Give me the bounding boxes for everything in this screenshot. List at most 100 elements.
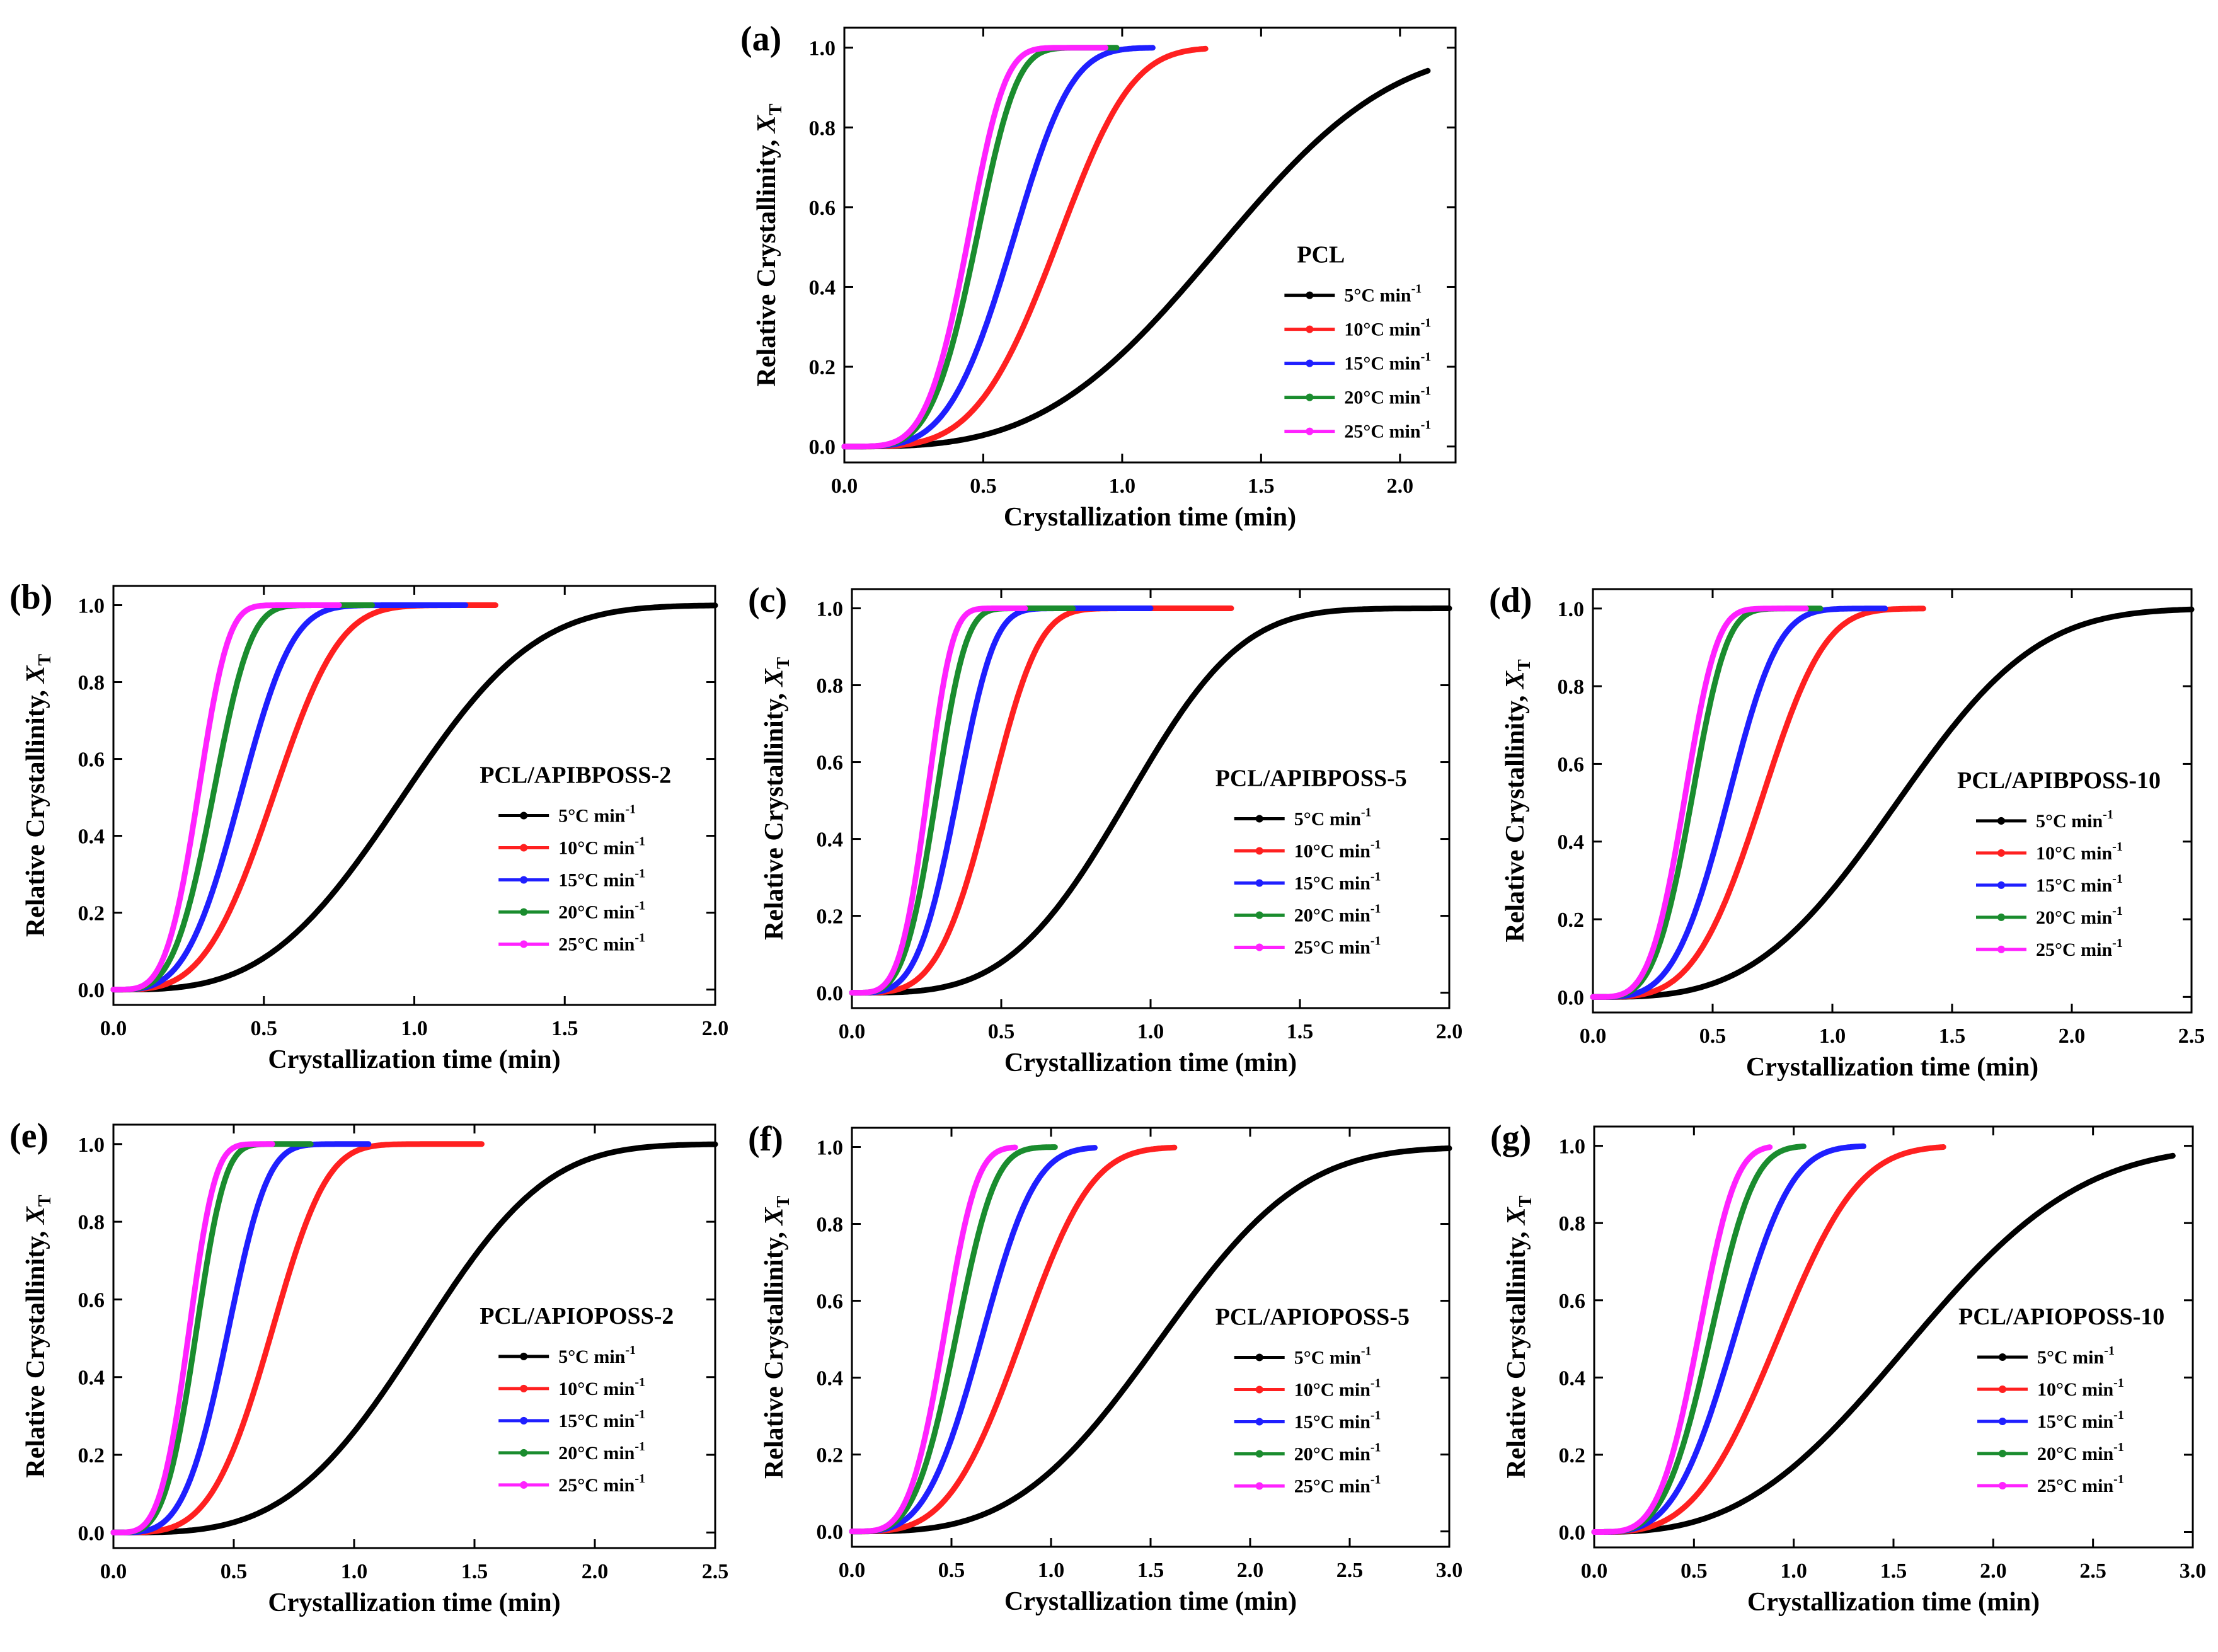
y-tick-label: 0.4 [817, 1367, 844, 1391]
y-tick-label: 0.8 [817, 675, 844, 698]
y-tick-label: 0.0 [809, 436, 836, 459]
legend-marker-3 [520, 876, 528, 884]
x-tick-label: 2.5 [1336, 1559, 1364, 1582]
legend-marker-1 [520, 1352, 528, 1360]
x-axis-title: Crystallization time (min) [1004, 1587, 1297, 1616]
y-axis-title: Relative Crystallinity, XT [1501, 659, 1534, 942]
x-tick-label: 2.0 [1436, 1020, 1463, 1043]
x-tick-label: 2.5 [702, 1560, 729, 1583]
series-line-3 [849, 605, 1154, 996]
x-tick-label: 0.5 [1699, 1024, 1727, 1048]
y-tick-label: 0.6 [817, 1290, 844, 1314]
x-tick-label: 0.5 [988, 1020, 1015, 1043]
legend-marker-5 [1306, 427, 1314, 435]
x-tick-label: 1.0 [1780, 1559, 1807, 1583]
x-tick-label: 0.0 [1580, 1024, 1607, 1048]
y-tick-label: 0.8 [78, 1211, 105, 1234]
legend-title: PCL [1297, 242, 1345, 268]
x-tick-label: 0.0 [1581, 1559, 1608, 1583]
x-axis-title: Crystallization time (min) [1746, 1053, 2038, 1082]
x-tick-label: 1.0 [341, 1560, 368, 1583]
x-axis-title: Crystallization time (min) [268, 1588, 560, 1617]
x-tick-label: 1.5 [1287, 1020, 1314, 1043]
legend-marker-5 [520, 1481, 528, 1489]
x-tick-label: 0.5 [221, 1560, 248, 1583]
panel-label: (f) [748, 1120, 783, 1159]
legend-label-1: 5°C min-1 [558, 803, 636, 827]
series-line-5 [1591, 1144, 1773, 1535]
y-tick-label: 0.4 [78, 825, 105, 849]
legend-label-2: 10°C min-1 [2037, 1376, 2124, 1400]
panel-label: (c) [748, 581, 787, 620]
series-line-3 [110, 1141, 372, 1535]
legend-marker-3 [520, 1416, 528, 1425]
x-tick-label: 3.0 [2180, 1559, 2207, 1583]
legend-title: PCL/APIBPOSS-10 [1957, 767, 2161, 794]
series-line-4 [841, 45, 1120, 450]
y-tick-label: 0.6 [78, 749, 105, 772]
series-line-1 [841, 67, 1431, 450]
legend-label-2: 10°C min-1 [2036, 840, 2123, 864]
legend-marker-1 [1997, 817, 2005, 825]
x-tick-label: 1.5 [1939, 1024, 1966, 1048]
x-tick-label: 2.5 [2178, 1024, 2205, 1048]
legend-label-1: 5°C min-1 [2036, 808, 2113, 832]
series-line-1 [849, 605, 1452, 996]
x-axis-title: Crystallization time (min) [1004, 1048, 1297, 1077]
y-tick-label: 0.4 [809, 276, 836, 299]
y-tick-label: 0.2 [78, 1444, 105, 1467]
series-line-1 [849, 1145, 1452, 1535]
chart-panel-e: 0.0 0.5 1.0 1.5 2.0 2.5 0.0 0.2 0.4 0.6 0.8 1.0 Crys… [9, 1116, 728, 1617]
series-line-2 [1590, 605, 1926, 1000]
x-axis-title: Crystallization time (min) [268, 1045, 560, 1074]
series-line-5 [841, 45, 1108, 450]
y-axis-title: Relative Crystallinity, XT [760, 657, 793, 940]
x-tick-label: 1.5 [551, 1017, 578, 1040]
legend-marker-2 [1255, 1385, 1263, 1394]
legend-label-2: 10°C min-1 [1344, 316, 1431, 340]
legend-title: PCL/APIOPOSS-5 [1215, 1304, 1410, 1331]
x-tick-label: 1.5 [1880, 1559, 1907, 1583]
y-tick-label: 0.2 [78, 902, 105, 926]
legend-marker-2 [520, 1384, 528, 1392]
series-line-3 [1590, 605, 1888, 1000]
x-tick-label: 0.5 [970, 474, 997, 498]
y-tick-label: 0.6 [817, 752, 844, 775]
y-axis-title: Relative Crystallinity, XT [760, 1196, 793, 1479]
legend-marker-4 [1999, 1449, 2006, 1457]
y-tick-label: 0.0 [1558, 986, 1585, 1009]
panel-label: (d) [1489, 581, 1532, 620]
series-line-2 [849, 605, 1234, 996]
legend-marker-5 [520, 940, 528, 948]
series-line-5 [849, 605, 1028, 996]
legend-marker-5 [1255, 943, 1263, 951]
legend-marker-4 [1306, 393, 1314, 401]
y-tick-label: 1.0 [1558, 598, 1585, 621]
x-axis-title: Crystallization time (min) [1004, 503, 1296, 532]
legend-marker-5 [1997, 945, 2005, 953]
y-tick-label: 1.0 [817, 1137, 844, 1160]
panel-label: (b) [9, 578, 52, 617]
legend-marker-1 [520, 812, 528, 820]
legend-label-2: 10°C min-1 [1294, 838, 1381, 862]
y-tick-label: 1.0 [817, 598, 844, 621]
y-tick-label: 0.0 [1559, 1521, 1586, 1544]
series-line-5 [110, 1141, 275, 1535]
y-tick-label: 0.6 [809, 197, 836, 220]
plot-frame [843, 26, 1457, 464]
legend-label-5: 25°C min-1 [558, 931, 645, 955]
panel-label: (e) [9, 1116, 49, 1156]
series-line-2 [1591, 1144, 1946, 1535]
legend-label-3: 15°C min-1 [558, 1408, 645, 1431]
legend-marker-3 [1255, 1418, 1263, 1426]
legend-label-4: 20°C min-1 [1344, 384, 1431, 408]
legend-marker-3 [1999, 1417, 2006, 1425]
legend-label-1: 5°C min-1 [1294, 1345, 1372, 1368]
chart-panel-a: 0.0 0.5 1.0 1.5 2.0 0.0 0.2 0.4 0.6 0.8 1.0 Crystal… [740, 20, 1457, 532]
legend-label-3: 15°C min-1 [1294, 870, 1381, 894]
legend-label-5: 25°C min-1 [558, 1472, 645, 1496]
legend-marker-4 [1255, 911, 1263, 919]
series-line-4 [110, 602, 376, 993]
x-tick-label: 0.5 [1681, 1559, 1708, 1583]
series-line-3 [849, 1145, 1098, 1535]
